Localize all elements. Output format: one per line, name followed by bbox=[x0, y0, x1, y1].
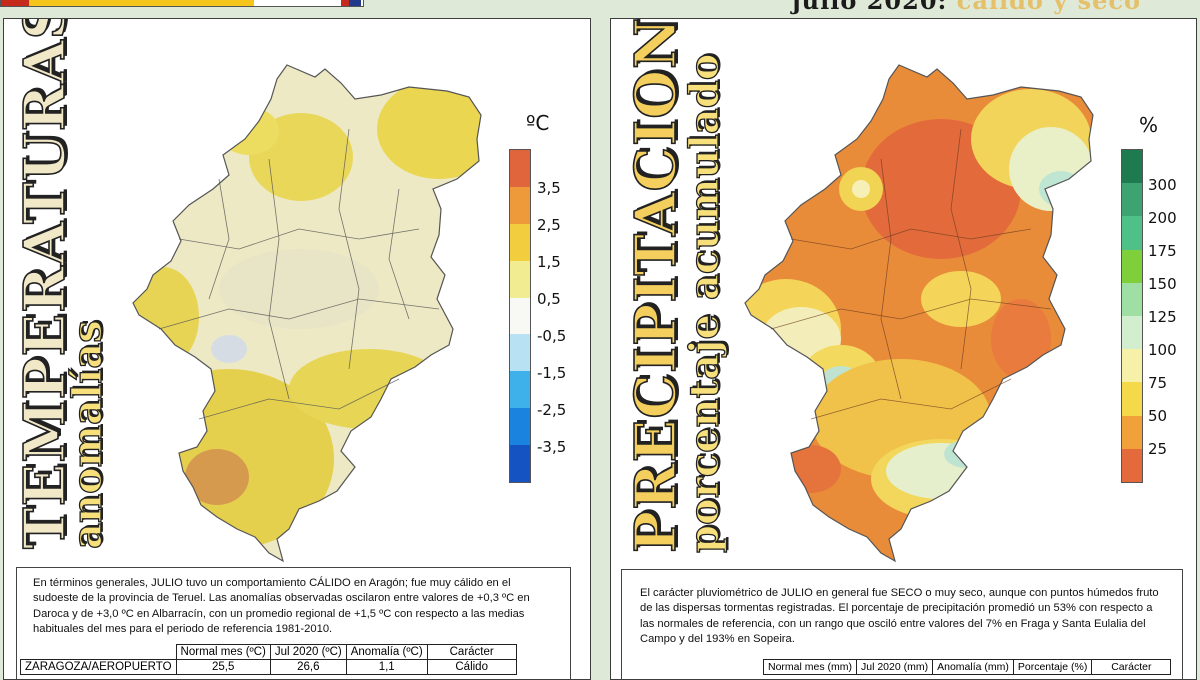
temperature-tick: 3,5 bbox=[537, 179, 561, 197]
temperature-value: 26,6 bbox=[269, 659, 347, 675]
precipitation-table-header: Porcentaje (%) bbox=[1012, 659, 1093, 675]
precipitation-percent-map bbox=[744, 64, 1094, 563]
temperature-tick: 2,5 bbox=[537, 216, 561, 234]
temperature-table-header: Anomalía (ºC) bbox=[345, 644, 428, 660]
temperature-summary-text: En términos generales, JULIO tuvo un com… bbox=[33, 577, 530, 636]
temperature-table: Normal mes (ºC) Jul 2020 (ºC) Anomalía (… bbox=[20, 644, 517, 675]
temperature-legend-bar bbox=[509, 149, 531, 483]
precipitation-table: Normal mes (mm) Jul 2020 (mm) Anomalía (… bbox=[629, 659, 1172, 675]
temperature-anomaly: 1,1 bbox=[345, 659, 428, 675]
temperature-unit: ºC bbox=[526, 111, 550, 135]
temperature-character: Cálido bbox=[426, 659, 517, 675]
precipitation-title: PRECIPITACIONES bbox=[622, 18, 690, 554]
temperature-anomaly-map bbox=[132, 64, 482, 563]
precipitation-tick: 75 bbox=[1148, 374, 1168, 392]
temperature-tick: 0,5 bbox=[537, 290, 561, 308]
precipitation-tick: 150 bbox=[1148, 275, 1177, 293]
headline: julio 2020: cálido y seco bbox=[792, 0, 1141, 15]
precipitation-table-header: Anomalía (mm) bbox=[932, 659, 1014, 675]
headline-summary: cálido y seco bbox=[956, 0, 1141, 15]
precipitation-tick: 50 bbox=[1148, 407, 1168, 425]
precipitation-tick: 125 bbox=[1148, 308, 1177, 326]
temperature-tick: -2,5 bbox=[537, 401, 567, 419]
precipitation-tick: 300 bbox=[1148, 176, 1177, 194]
precipitation-subtitle: porcentaje acumulado bbox=[680, 53, 728, 554]
precipitation-legend-bar bbox=[1121, 149, 1143, 483]
precipitation-panel: PRECIPITACIONES porcentaje acumulado bbox=[610, 18, 1197, 680]
precipitation-tick: 100 bbox=[1148, 341, 1177, 359]
temperature-table-header: Jul 2020 (ºC) bbox=[269, 644, 347, 660]
precipitation-unit: % bbox=[1139, 113, 1159, 137]
temperature-table-header: Normal mes (ºC) bbox=[175, 644, 271, 660]
temperature-tick: -0,5 bbox=[537, 327, 567, 345]
table-row: ZARAGOZA/AEROPUERTO 25,5 26,6 1,1 Cálido bbox=[20, 659, 517, 675]
temperature-tick: -3,5 bbox=[537, 438, 567, 456]
precipitation-summary-text: El carácter pluviométrico de JULIO en ge… bbox=[640, 587, 1159, 646]
precipitation-table-header: Carácter bbox=[1091, 659, 1172, 675]
temperature-station: ZARAGOZA/AEROPUERTO bbox=[20, 659, 177, 675]
temperature-subtitle: anomalías bbox=[63, 320, 111, 550]
temperature-tick: 1,5 bbox=[537, 253, 561, 271]
temperature-normal: 25,5 bbox=[175, 659, 271, 675]
institution-logo bbox=[0, 0, 364, 7]
top-strip bbox=[0, 0, 1200, 14]
precipitation-tick: 200 bbox=[1148, 209, 1177, 227]
headline-month: julio 2020: bbox=[792, 0, 948, 15]
precipitation-tick: 25 bbox=[1148, 440, 1168, 458]
temperature-tick: -1,5 bbox=[537, 364, 567, 382]
precipitation-table-header: Normal mes (mm) bbox=[763, 659, 857, 675]
temperature-table-header: Carácter bbox=[426, 644, 517, 660]
precipitation-table-header: Jul 2020 (mm) bbox=[855, 659, 934, 675]
precipitation-tick: 175 bbox=[1148, 242, 1177, 260]
temperature-panel: TEMPERATURAS anomalías bbox=[3, 18, 591, 680]
